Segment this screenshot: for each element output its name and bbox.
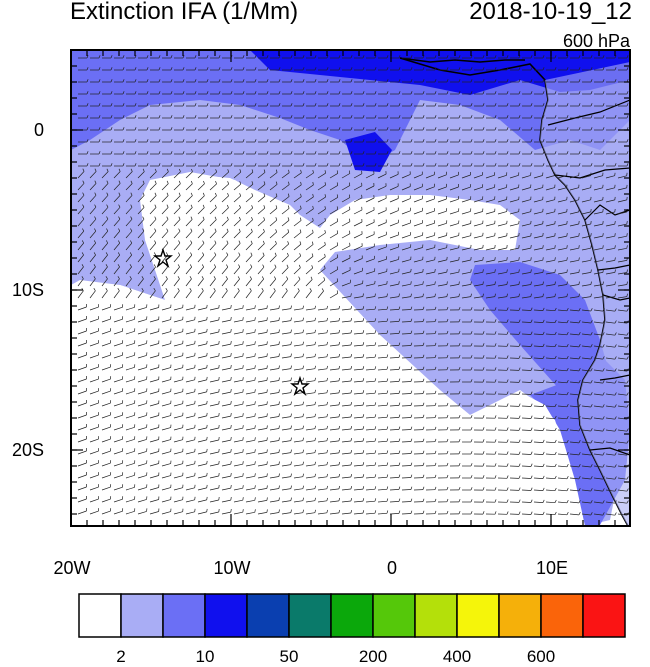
- colorbar-swatch: [372, 593, 416, 638]
- star-marker-1: [153, 247, 173, 269]
- colorbar-label: 600: [526, 647, 556, 666]
- gulf-coast: [399, 57, 525, 63]
- colorbar-swatch: [582, 593, 626, 638]
- lat-label-0: 0: [33, 120, 44, 140]
- colorbar-swatch: [414, 593, 458, 638]
- colorbar-label: 400: [442, 647, 472, 666]
- colorbar-swatch: [540, 593, 584, 638]
- colorbar-swatch: [120, 593, 164, 638]
- lon-label-0: 0: [386, 558, 397, 578]
- country-borders: [547, 99, 630, 456]
- lat-label-20s: 20S: [11, 440, 44, 460]
- axis-ticks: [70, 50, 630, 526]
- extinction-region-mid-south: [470, 262, 610, 400]
- extinction-region-dark: [250, 50, 630, 95]
- map-frame: [70, 49, 631, 527]
- pressure-level: 600 hPa: [562, 31, 630, 51]
- colorbar-swatch: [162, 593, 206, 638]
- map-title: Extinction IFA (1/Mm): [70, 0, 299, 25]
- map-datetime: 2018-10-19_12: [469, 0, 632, 25]
- land-shading: [540, 62, 630, 526]
- colorbar-swatch: [330, 593, 374, 638]
- colorbar-label: 10: [195, 647, 215, 666]
- colorbar-swatch: [498, 593, 542, 638]
- wind-barbs: [77, 55, 629, 516]
- lon-label-10e: 10E: [535, 558, 569, 578]
- colorbar-label: 50: [279, 647, 299, 666]
- colorbar-label: 200: [358, 647, 388, 666]
- colorbar-swatch: [204, 593, 248, 638]
- lat-label-10s: 10S: [11, 280, 44, 300]
- colorbar-swatch: [246, 593, 290, 638]
- map-content: [71, 50, 630, 526]
- colorbar-swatch: [456, 593, 500, 638]
- colorbar-swatch: [78, 593, 122, 638]
- clear-region-center: [145, 172, 520, 345]
- star-marker-2: [290, 375, 310, 397]
- colorbar-label: 2: [116, 647, 126, 666]
- lon-label-10w: 10W: [213, 558, 251, 578]
- colorbar-swatch: [288, 593, 332, 638]
- colorbar: [78, 593, 626, 638]
- extinction-region-light: [71, 50, 630, 526]
- lon-label-20w: 20W: [53, 558, 91, 578]
